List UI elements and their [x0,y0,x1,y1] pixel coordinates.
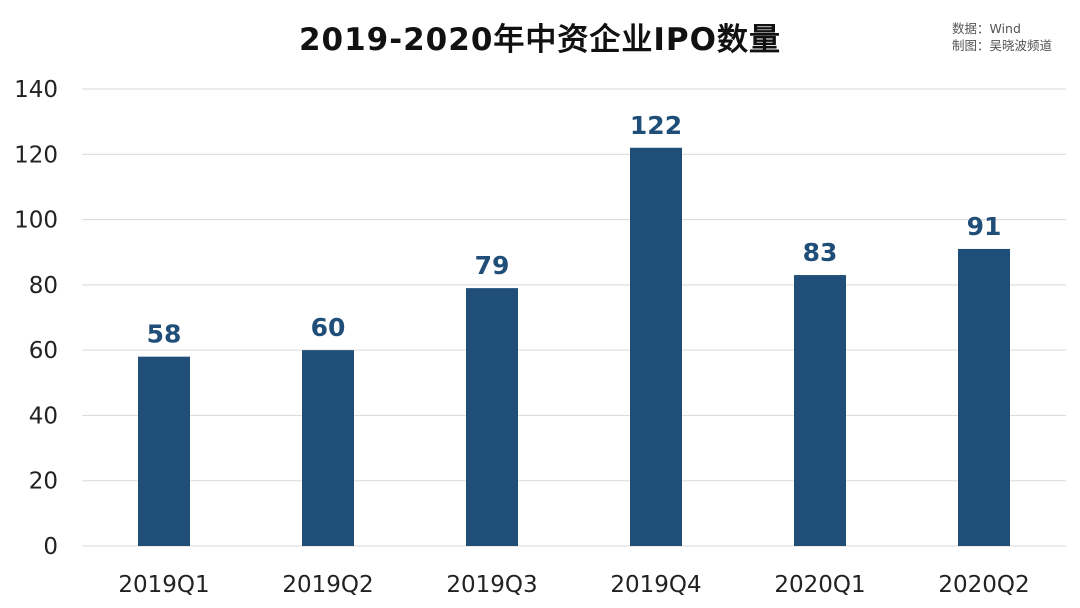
data-label: 58 [147,320,182,349]
chart-title: 2019-2020年中资企业IPO数量 [298,22,782,58]
x-tick-label: 2019Q4 [610,572,701,598]
source-line-data: 数据：Wind [952,21,1021,36]
x-tick-label: 2020Q1 [774,572,865,598]
data-label: 91 [967,212,1002,241]
x-tick-label: 2019Q2 [282,572,373,598]
y-tick-label: 140 [14,77,58,103]
data-label: 60 [311,313,346,342]
x-tick-label: 2019Q1 [118,572,209,598]
bar-2019Q2 [302,350,354,546]
bar-2019Q1 [138,356,190,546]
y-tick-label: 20 [29,469,58,495]
y-tick-label: 0 [43,534,58,560]
source-notes: 数据：Wind 制图：吴晓波频道 [952,20,1052,54]
data-label: 122 [630,111,682,140]
source-line-author: 制图：吴晓波频道 [952,38,1053,53]
y-tick-label: 120 [14,142,58,168]
y-tick-label: 40 [29,403,58,429]
x-tick-label: 2020Q2 [938,572,1029,598]
bar-2020Q2 [958,248,1010,546]
y-tick-label: 60 [29,338,58,364]
data-label: 83 [803,238,838,267]
bar-2019Q4 [630,147,682,546]
bar-2019Q3 [466,288,518,546]
y-tick-label: 100 [14,208,58,234]
data-label: 79 [475,251,510,280]
y-tick-label: 80 [29,273,58,299]
bar-2020Q1 [794,275,846,546]
x-tick-label: 2019Q3 [446,572,537,598]
